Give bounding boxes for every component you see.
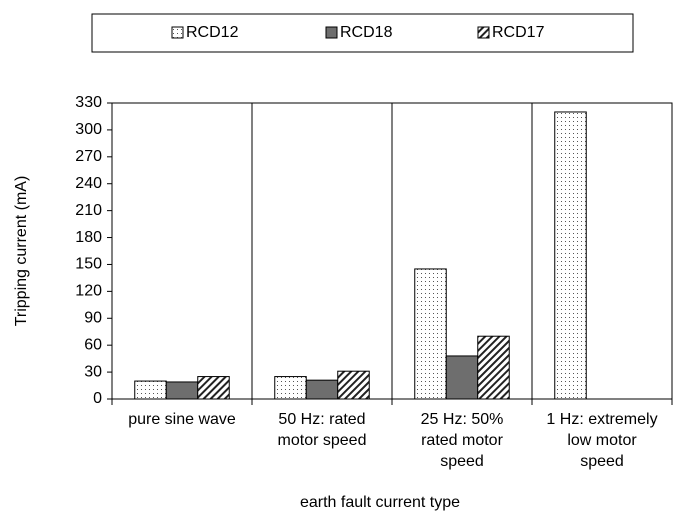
bar xyxy=(274,376,307,400)
x-tick-label: pure sine wave xyxy=(128,411,236,428)
bar xyxy=(305,379,339,400)
bar xyxy=(414,268,447,400)
bar xyxy=(445,355,479,400)
bar xyxy=(165,381,199,400)
y-tick-label: 150 xyxy=(75,256,102,273)
y-tick-label: 90 xyxy=(84,309,102,326)
legend-swatch xyxy=(325,26,338,39)
y-tick-label: 240 xyxy=(75,175,102,192)
legend-label: RCD12 xyxy=(186,24,239,41)
y-tick-label: 120 xyxy=(75,283,102,300)
bar xyxy=(134,380,167,400)
bar xyxy=(554,111,587,400)
x-tick-label: 25 Hz: 50% rated motor speed xyxy=(420,411,504,470)
y-axis-label: Tripping current (mA) xyxy=(13,176,30,327)
y-tick-label: 270 xyxy=(75,148,102,165)
legend-swatch xyxy=(477,26,490,39)
y-tick-label: 210 xyxy=(75,202,102,219)
x-tick-label: 1 Hz: extremely low motor speed xyxy=(546,411,658,470)
y-tick-label: 0 xyxy=(93,390,102,407)
y-tick-label: 60 xyxy=(84,336,102,353)
y-tick-label: 180 xyxy=(75,229,102,246)
x-tick-label: 50 Hz: rated motor speed xyxy=(277,411,367,449)
y-tick-label: 30 xyxy=(84,363,102,380)
legend-swatch xyxy=(171,26,184,39)
y-tick-label: 300 xyxy=(75,121,102,138)
y-tick-label: 330 xyxy=(75,94,102,111)
legend-label: RCD18 xyxy=(340,24,393,41)
x-axis-label: earth fault current type xyxy=(300,494,460,511)
bar xyxy=(477,335,510,400)
bar xyxy=(197,376,230,400)
legend-label: RCD17 xyxy=(492,24,545,41)
bar xyxy=(337,370,370,400)
